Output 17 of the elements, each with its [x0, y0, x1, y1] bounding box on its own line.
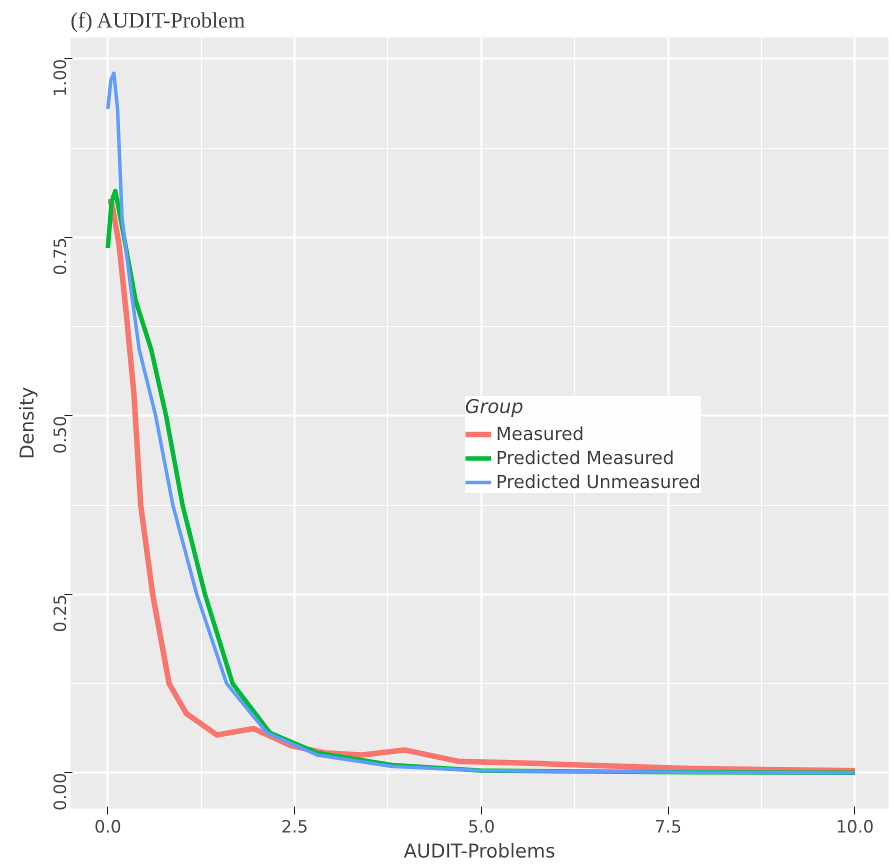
- x-tick-label: 5.0: [468, 818, 495, 838]
- y-tick-label: 0.25: [51, 594, 71, 632]
- y-tick-label: 1.00: [51, 58, 71, 97]
- legend-label: Predicted Measured: [496, 448, 674, 468]
- x-axis-title: AUDIT-Problems: [404, 840, 556, 862]
- y-tick-label: 0.75: [51, 237, 71, 276]
- y-axis-title: Density: [16, 386, 38, 460]
- x-tick-label: 2.5: [281, 818, 308, 838]
- x-tick-label: 10.0: [836, 818, 874, 838]
- chart-title: (f) AUDIT-Problem: [70, 8, 246, 32]
- y-tick-label: 0.50: [51, 416, 71, 454]
- legend-title: Group: [465, 396, 524, 418]
- x-tick-label: 7.5: [654, 818, 682, 838]
- legend-label: Measured: [496, 424, 584, 444]
- y-tick-label: 0.00: [51, 772, 71, 811]
- x-tick-label: 0.0: [94, 818, 122, 838]
- legend-label: Predicted Unmeasured: [496, 472, 701, 492]
